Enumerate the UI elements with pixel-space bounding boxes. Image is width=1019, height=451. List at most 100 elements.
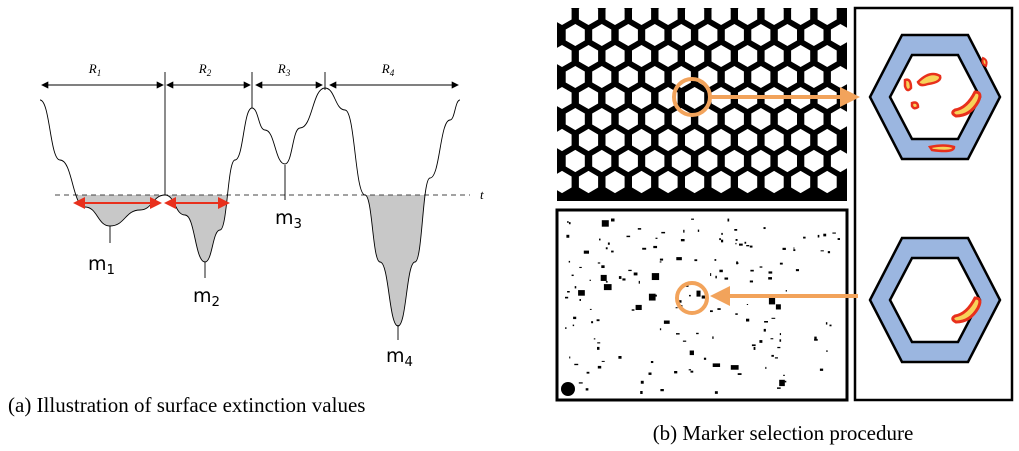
extinction-panel: R1 R2 R3 R4 t m1 m2 m3 m4 (a) Illustrati… [8, 61, 484, 417]
spot [721, 240, 723, 243]
spot [793, 248, 794, 249]
spot [731, 365, 739, 370]
spot [587, 372, 590, 374]
spot [565, 327, 566, 329]
spot [569, 357, 570, 359]
spot [721, 233, 722, 235]
figure: R1 R2 R3 R4 t m1 m2 m3 m4 (a) Illustrati… [0, 0, 1019, 451]
spot [728, 219, 730, 222]
spot [772, 318, 776, 319]
spot [736, 263, 738, 264]
spot [674, 371, 677, 373]
spot [628, 270, 631, 271]
spot [660, 259, 663, 261]
region-label: R3 [277, 61, 291, 78]
spot [713, 363, 720, 367]
spot [735, 243, 736, 244]
spot [664, 321, 670, 324]
spot [785, 381, 787, 383]
spot [606, 247, 608, 249]
spot [586, 388, 589, 390]
spot [597, 342, 600, 343]
spot [561, 382, 575, 396]
spot [771, 338, 774, 339]
spot [598, 262, 600, 263]
spot [590, 309, 592, 310]
spot [676, 257, 682, 260]
spot [691, 219, 694, 220]
spot [738, 373, 742, 375]
spot [573, 317, 576, 319]
spot [661, 232, 665, 233]
spot [578, 290, 585, 296]
spot [803, 237, 805, 239]
spot [676, 307, 678, 308]
spot [776, 304, 781, 309]
spot [611, 251, 614, 253]
spot [725, 278, 729, 280]
spot [567, 291, 570, 292]
spot [575, 286, 577, 288]
spot [752, 344, 756, 346]
spot [764, 227, 766, 229]
spot [796, 269, 799, 271]
spot [793, 249, 795, 251]
spot [683, 341, 686, 342]
minimum-label: m1 [88, 253, 115, 278]
spot [622, 278, 625, 280]
spot [783, 375, 785, 376]
spot [660, 261, 662, 262]
spot [764, 321, 768, 323]
spot [747, 304, 748, 305]
spot [712, 336, 713, 338]
spot [786, 290, 787, 291]
region-label: R4 [381, 61, 395, 78]
shaded-basins [40, 88, 460, 326]
spot [746, 319, 749, 322]
spot [606, 281, 608, 282]
spot [594, 338, 596, 339]
spot [764, 329, 766, 332]
spot [769, 271, 773, 273]
spot [717, 308, 720, 310]
spot [759, 340, 762, 343]
spot [750, 270, 753, 272]
spot [649, 294, 656, 301]
spot [830, 325, 832, 327]
spot [611, 219, 615, 222]
spot [641, 381, 644, 384]
spot [574, 364, 578, 365]
spot [584, 251, 589, 254]
spot [826, 322, 827, 324]
region-label: R1 [88, 61, 102, 78]
spot [638, 228, 641, 230]
spot [734, 229, 737, 231]
spot [715, 259, 717, 261]
spot [602, 361, 605, 362]
spot [597, 319, 600, 321]
spot [618, 356, 621, 359]
spot [676, 333, 680, 334]
spot [715, 276, 716, 279]
spot [690, 351, 694, 356]
spot [746, 245, 749, 246]
spot [591, 321, 593, 323]
spot [780, 333, 781, 335]
spot [765, 367, 766, 369]
spot [660, 328, 661, 330]
spot [683, 230, 684, 233]
spot [750, 246, 753, 248]
spot [697, 291, 701, 297]
spot [601, 265, 604, 268]
spot [627, 236, 631, 237]
spot [636, 305, 642, 310]
spot [779, 380, 785, 386]
spot [660, 389, 663, 391]
spot [579, 382, 583, 383]
spot [681, 239, 685, 241]
spot [604, 284, 612, 290]
spot [598, 366, 601, 369]
spot [694, 259, 697, 261]
spot [569, 261, 570, 263]
spot [832, 233, 835, 234]
